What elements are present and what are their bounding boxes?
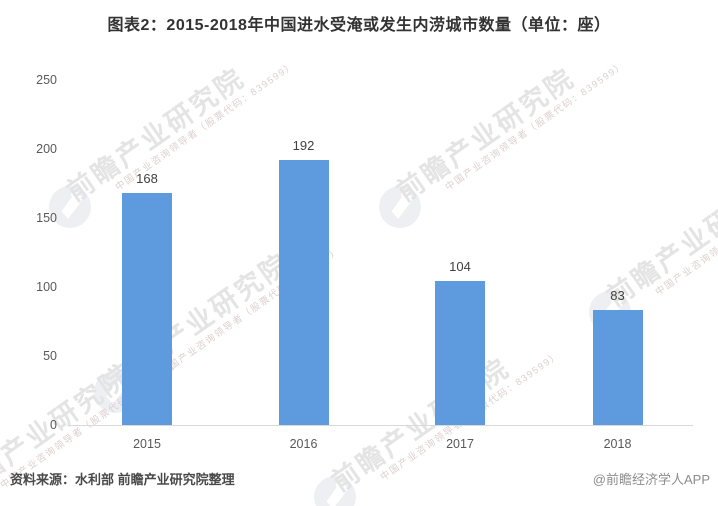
x-tick-label: 2017 (446, 437, 474, 451)
magnifier-logo-icon (49, 186, 91, 228)
bar-2017 (435, 281, 485, 425)
bar-value-label: 104 (449, 259, 471, 275)
y-tick-label: 100 (36, 280, 57, 294)
credit-watermark: @前瞻经济学人APP (592, 472, 710, 487)
magnifier-logo-icon (314, 476, 356, 506)
y-tick-label: 0 (50, 418, 57, 432)
bar-2016 (278, 160, 329, 425)
x-tick-label: 2018 (603, 437, 632, 451)
x-tick-label: 2016 (289, 437, 318, 451)
bar-value-label: 192 (292, 138, 315, 154)
bar-2015 (122, 193, 172, 425)
y-tick-label: 150 (36, 211, 57, 225)
bar-value-label: 83 (610, 288, 625, 304)
magnifier-logo-icon (379, 186, 421, 228)
bar-2018 (592, 310, 643, 425)
y-tick-label: 50 (43, 349, 57, 363)
y-tick-label: 250 (36, 73, 57, 87)
y-tick-label: 200 (36, 142, 57, 156)
source-note: 资料来源：水利部 前瞻产业研究院整理 (10, 472, 235, 487)
x-axis-line (68, 425, 693, 426)
x-tick-label: 2015 (133, 437, 161, 451)
bar-value-label: 168 (136, 171, 158, 187)
chart-title: 图表2：2015-2018年中国进水受淹或发生内涝城市数量（单位：座） (107, 17, 611, 34)
